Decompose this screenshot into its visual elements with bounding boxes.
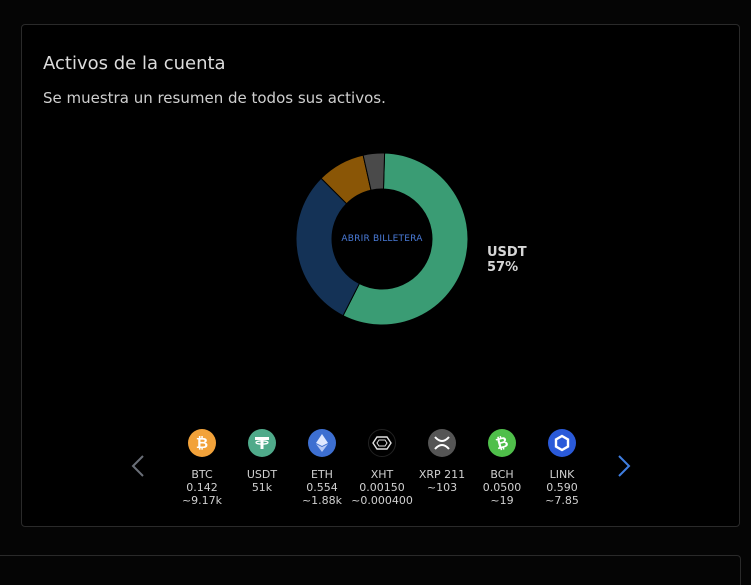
next-panel-edge [0,555,741,585]
asset-amount: 0.590 [546,481,578,494]
asset-item-bch[interactable]: ₿ BCH 0.0500 ~19 [470,429,534,507]
donut-segment-eth[interactable] [295,177,361,317]
asset-donut-chart: ABRIR BILLETERA [292,149,472,329]
hollaex-icon [368,429,396,457]
svg-text:₿: ₿ [494,434,510,452]
asset-item-xrp[interactable]: XRP 211 ~103 [410,429,474,494]
asset-item-eth[interactable]: ETH 0.554 ~1.88k [290,429,354,507]
highlight-percent: 57% [487,260,519,275]
bitcoin-cash-icon: ₿ [488,429,516,457]
asset-symbol: XHT [370,468,394,481]
open-wallet-link[interactable]: ABRIR BILLETERA [341,234,423,244]
asset-item-link[interactable]: LINK 0.590 ~7.85 [530,429,594,507]
asset-amount: 51k [251,481,273,494]
chevron-right-icon [618,455,631,477]
asset-value: ~19 [490,494,514,507]
asset-value: ~7.85 [545,494,579,507]
account-assets-panel: Activos de la cuenta Se muestra un resum… [21,24,740,527]
chevron-left-icon [131,455,144,477]
asset-item-xht[interactable]: XHT 0.00150 ~0.000400 [350,429,414,507]
panel-subtitle: Se muestra un resumen de todos sus activ… [43,89,386,107]
donut-highlight-label: USDT 57% [487,245,527,275]
asset-symbol: LINK [549,468,575,481]
asset-symbol: BTC [191,468,213,481]
ethereum-icon [308,429,336,457]
panel-title: Activos de la cuenta [43,53,226,74]
asset-value: ~9.17k [181,494,223,507]
tether-icon [248,429,276,457]
highlight-asset: USDT [487,245,527,260]
asset-amount: ~103 [426,481,458,494]
asset-symbol: XRP 211 [418,468,466,481]
bitcoin-icon: ₿ [188,429,216,457]
prev-assets-button[interactable] [128,451,148,481]
asset-symbol: USDT [246,468,278,481]
asset-amount: 0.00150 [359,481,405,494]
asset-carousel: ₿ BTC 0.142 ~9.17k USDT 51k [170,429,600,525]
asset-item-usdt[interactable]: USDT 51k [230,429,294,494]
asset-symbol: ETH [311,468,333,481]
asset-item-btc[interactable]: ₿ BTC 0.142 ~9.17k [170,429,234,507]
donut-segment-usdt[interactable] [342,152,469,326]
xrp-icon [428,429,456,457]
svg-text:₿: ₿ [196,434,208,452]
asset-amount: 0.142 [186,481,218,494]
donut-segment-other[interactable] [362,152,386,191]
asset-amount: 0.0500 [482,481,522,494]
asset-amount: 0.554 [306,481,338,494]
asset-value: ~0.000400 [351,494,413,507]
chainlink-icon [548,429,576,457]
asset-symbol: BCH [490,468,514,481]
donut-svg [295,152,469,326]
asset-value: ~1.88k [301,494,343,507]
next-assets-button[interactable] [614,451,634,481]
